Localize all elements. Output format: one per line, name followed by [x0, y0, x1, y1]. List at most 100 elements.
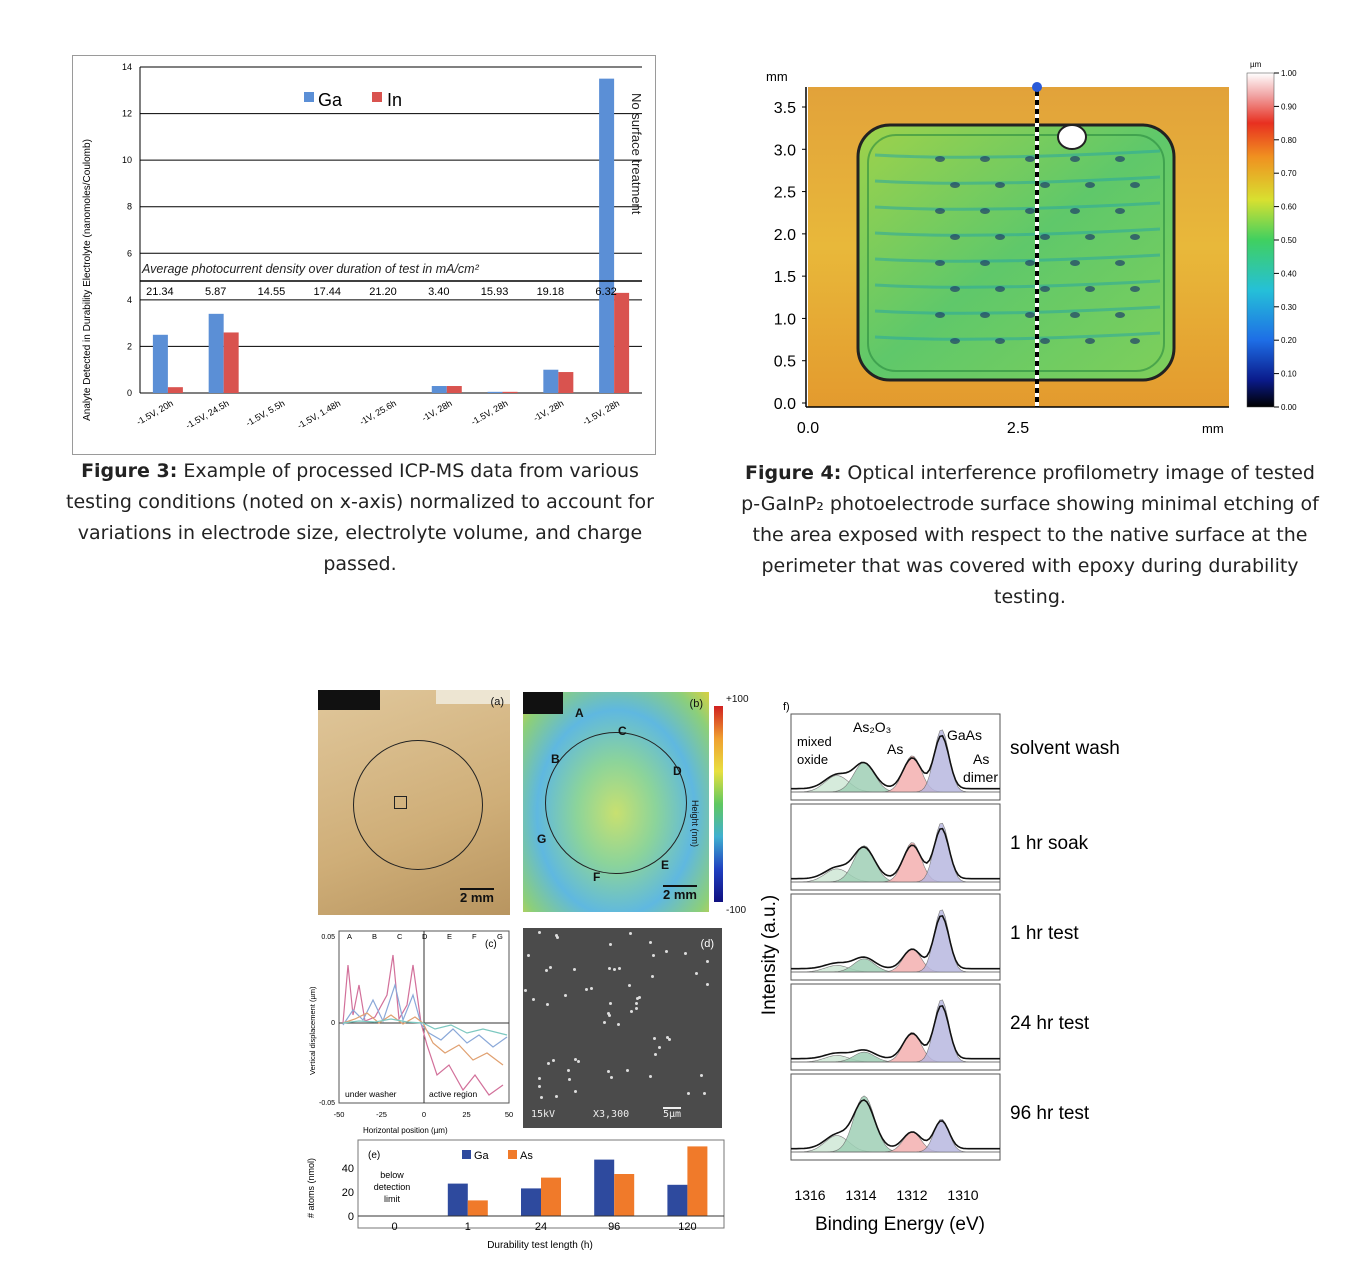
f4-etch-edge	[867, 134, 1165, 372]
e-xtick: 1	[465, 1221, 471, 1233]
sem-particle	[538, 1077, 541, 1080]
f3-current-value: 3.40	[428, 286, 449, 298]
sem-particle	[706, 960, 709, 963]
panel-e-label: (e)	[368, 1150, 380, 1161]
figure4-caption: Figure 4: Optical interference profilome…	[740, 458, 1320, 613]
xps-component-peak	[791, 999, 1000, 1063]
e-ytick: 0	[348, 1211, 354, 1223]
xps-ylabel: Intensity (a.u.)	[759, 895, 780, 1015]
f4-cb-tick: 0.10	[1281, 370, 1297, 379]
xps-row-label: 1 hr test	[1010, 923, 1079, 944]
point-c: C	[618, 724, 627, 738]
panel-b-height-label: Height (nm)	[690, 800, 700, 848]
panel-a-corner-right	[436, 690, 510, 704]
panel-e-bar-chart: (e) below detection limit Ga As 0 20 40 0 1…	[306, 1139, 725, 1251]
sem-particle	[555, 934, 558, 937]
c-trace-1	[342, 954, 504, 1096]
f3-legend-in-label: In	[387, 90, 402, 110]
f4-y-unit: mm	[766, 69, 788, 84]
f4-cb-tick: 0.20	[1281, 336, 1297, 345]
xps-row: 24 hr test	[790, 983, 1090, 1071]
f4-etch-pit	[1115, 260, 1125, 266]
sem-particle	[628, 984, 631, 987]
sem-particle	[629, 932, 632, 935]
f4-etch-streak	[874, 201, 1161, 211]
sem-particle	[574, 1058, 577, 1061]
f3-xtick: -1V, 28h	[420, 398, 454, 423]
f4-etch-pit	[950, 286, 960, 292]
sem-particle	[654, 1053, 657, 1056]
xps-peak-mixed-line2: oxide	[797, 752, 828, 767]
figure4-profilometry: mm mm 3.5 3.0 2.5 2.0 1.5 1.0 0.5 0.0 0.0 2.5 µm…	[766, 60, 1297, 437]
sem-particle	[626, 1069, 629, 1072]
f4-etch-pit	[995, 286, 1005, 292]
f3-bar-in	[502, 391, 518, 393]
e-xtick: 96	[608, 1221, 620, 1233]
e-bar-as	[541, 1177, 561, 1216]
f4-etch-pit	[980, 260, 990, 266]
sem-particle	[524, 989, 527, 992]
point-a: A	[575, 706, 584, 720]
sem-particle	[649, 941, 652, 944]
f4-etch-pit	[1085, 182, 1095, 188]
panel-d-mag: X3,300	[593, 1109, 630, 1120]
f4-etch-pit	[1130, 338, 1140, 344]
f3-xtick: -1.5V, 28h	[581, 398, 621, 427]
c-xtick: 25	[462, 1110, 470, 1119]
sem-particle	[546, 1003, 549, 1006]
sem-particle	[577, 1060, 580, 1063]
f4-xtick: 2.5	[1007, 420, 1029, 437]
f3-xtick: -1.5V, 20h	[135, 398, 175, 427]
sem-particle	[574, 1090, 577, 1093]
xps-component-peak	[791, 909, 1000, 973]
panel-c-label: (c)	[485, 939, 497, 950]
f3-bar-in	[558, 372, 574, 393]
f3-bar-ga	[487, 391, 503, 393]
e-bar-as	[687, 1146, 708, 1216]
e-below-line1: below	[380, 1170, 404, 1180]
sem-particle	[684, 952, 687, 955]
panel-d-kv: 15kV	[531, 1109, 556, 1120]
sem-particle	[658, 1046, 661, 1049]
sem-particle	[585, 988, 588, 991]
f3-bar-ga	[431, 386, 447, 393]
c-ytick: -0.05	[319, 1100, 335, 1107]
panel-b-corner	[523, 692, 563, 714]
f3-bar-ga	[208, 313, 224, 393]
f4-etch-pit	[1040, 286, 1050, 292]
xps-row: 1 hr test	[790, 893, 1079, 981]
e-bar-ga	[594, 1159, 615, 1216]
xps-component-peak	[791, 1118, 1000, 1153]
sem-particle	[700, 1074, 703, 1077]
xps-component-peak	[791, 822, 1000, 883]
f4-x-unit: mm	[1202, 421, 1224, 436]
c-xtick: 50	[505, 1110, 513, 1119]
f3-bar-ga	[599, 78, 615, 393]
panel-a-corner	[318, 690, 380, 710]
panel-c-profile: (c) A B C D E F G under washer active region H…	[308, 930, 513, 1135]
f4-etch-pit	[935, 312, 945, 318]
sem-particle	[630, 1010, 633, 1013]
f3-ytick: 10	[122, 155, 132, 165]
c-point-label: C	[397, 932, 403, 941]
e-legend-ga-swatch	[462, 1150, 471, 1159]
f3-bar-in	[446, 386, 462, 393]
panel-f-xps: f) Intensity (a.u.) Binding Energy (eV) …	[759, 701, 1120, 1235]
sem-particle	[545, 969, 548, 972]
sem-particle	[695, 972, 698, 975]
xps-peak-gaas: GaAs	[947, 727, 982, 743]
panel-a-circle	[353, 740, 483, 870]
figure3-caption-label: Figure 3:	[81, 460, 178, 482]
f4-etch-pit	[1130, 182, 1140, 188]
e-xtick: 0	[392, 1221, 398, 1233]
sem-particle	[687, 1092, 690, 1095]
xps-row-label: solvent wash	[1010, 738, 1120, 759]
sem-particle	[652, 954, 655, 957]
sem-particle	[547, 1062, 550, 1065]
e-below-line2: detection	[374, 1182, 411, 1192]
sem-particle	[635, 1007, 638, 1010]
sem-particle	[668, 1038, 671, 1041]
f3-ytick: 6	[127, 248, 132, 258]
f3-current-value: 15.93	[481, 286, 509, 298]
xps-component-peak	[791, 729, 1000, 793]
